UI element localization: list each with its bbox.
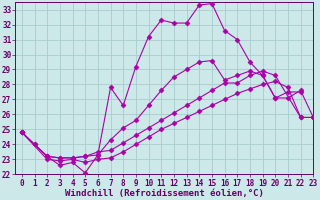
X-axis label: Windchill (Refroidissement éolien,°C): Windchill (Refroidissement éolien,°C) [65, 189, 264, 198]
